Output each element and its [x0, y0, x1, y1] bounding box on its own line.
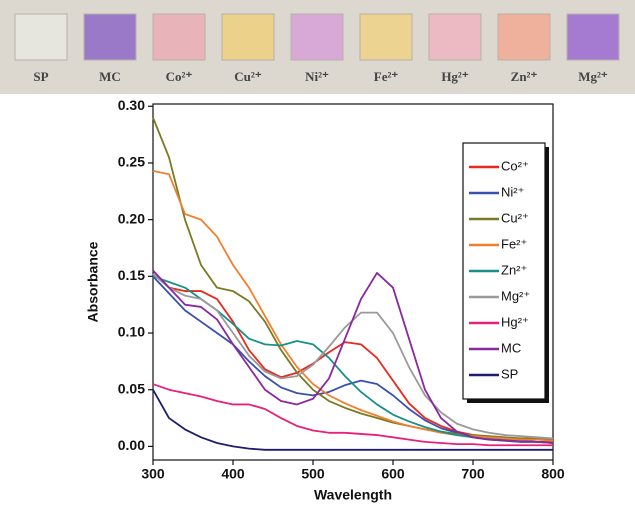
sample-swatch — [428, 13, 482, 61]
data-line — [152, 170, 554, 442]
legend-label: Co²⁺ — [501, 158, 529, 173]
legend-label: Mg²⁺ — [501, 288, 530, 303]
sample-swatch — [152, 13, 206, 61]
photo-label: Fe²⁺ — [374, 69, 399, 84]
x-tick-label: 400 — [221, 466, 245, 482]
photo-label: Hg²⁺ — [441, 69, 469, 84]
photo-label: Cu²⁺ — [234, 69, 262, 84]
x-tick-label: 500 — [301, 466, 325, 482]
sample-swatch — [221, 13, 275, 61]
legend-label: Ni²⁺ — [501, 184, 524, 199]
y-tick-label: 0.30 — [118, 97, 145, 113]
photo-label: Mg²⁺ — [578, 69, 608, 84]
y-tick-label: 0.15 — [118, 267, 145, 283]
photo-label: MC — [99, 69, 121, 84]
y-tick-label: 0.20 — [118, 210, 145, 226]
photo-label: SP — [33, 69, 48, 84]
sample-swatch — [83, 13, 137, 61]
legend-label: MC — [501, 340, 521, 355]
data-line — [152, 117, 554, 441]
y-axis-label: Absorbance — [85, 241, 101, 322]
sample-swatch — [14, 13, 68, 61]
x-tick-label: 800 — [541, 466, 565, 482]
sample-swatch — [290, 13, 344, 61]
x-tick-label: 300 — [141, 466, 165, 482]
x-axis-label: Wavelength — [314, 487, 392, 503]
sample-swatch — [497, 13, 551, 61]
photo-label: Zn²⁺ — [511, 69, 538, 84]
y-tick-label: 0.05 — [118, 380, 145, 396]
sample-swatch — [566, 13, 620, 61]
photo-label: Co²⁺ — [166, 69, 193, 84]
x-tick-label: 700 — [461, 466, 485, 482]
plot-frame — [152, 103, 554, 461]
legend-label: Zn²⁺ — [501, 262, 527, 277]
legend-label: Cu²⁺ — [501, 210, 529, 225]
legend-label: Hg²⁺ — [501, 314, 529, 329]
data-line — [152, 383, 553, 447]
data-line — [152, 389, 553, 451]
legend-label: Fe²⁺ — [501, 236, 527, 251]
sample-swatch — [359, 13, 413, 61]
y-tick-label: 0.00 — [118, 437, 145, 453]
legend-label: SP — [501, 366, 518, 381]
y-tick-label: 0.25 — [118, 154, 145, 170]
y-tick-label: 0.10 — [118, 324, 145, 340]
x-tick-label: 600 — [381, 466, 405, 482]
data-line — [152, 270, 554, 444]
photo-label: Ni²⁺ — [305, 69, 329, 84]
